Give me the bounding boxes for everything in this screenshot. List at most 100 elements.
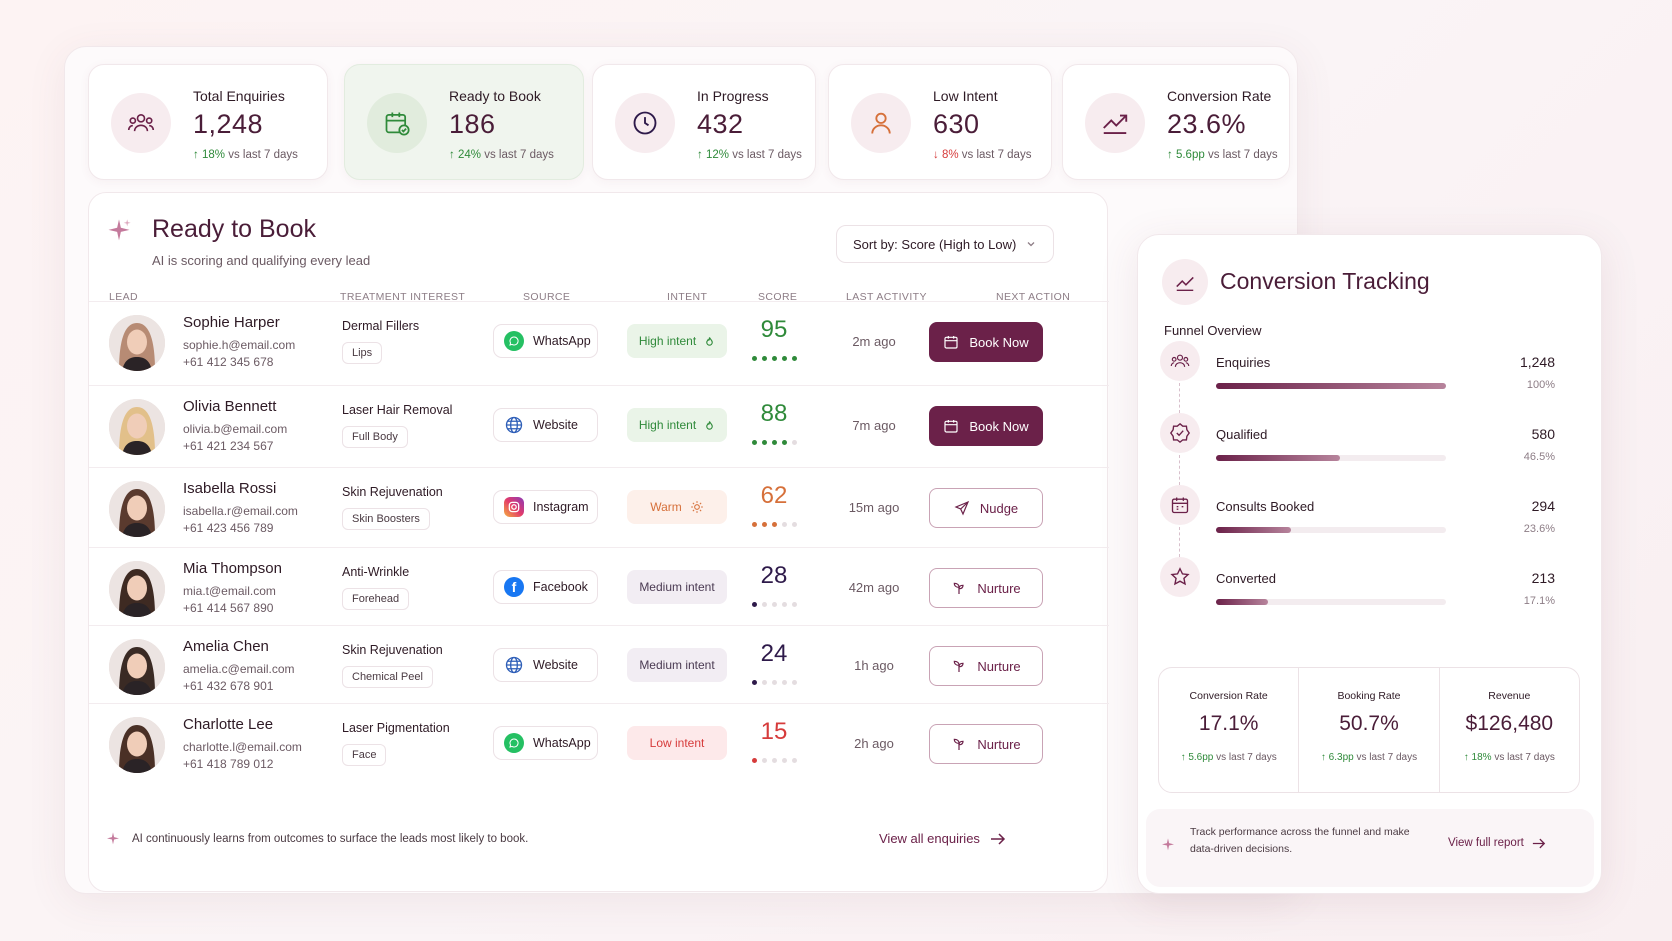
view-full-report-label: View full report — [1448, 837, 1524, 849]
score-dot — [761, 356, 767, 361]
source-badge: f Facebook — [493, 570, 598, 604]
delta-value: 6.3pp — [1328, 752, 1354, 763]
intent-badge: Medium intent — [627, 648, 727, 682]
view-full-report-link[interactable]: View full report — [1448, 837, 1546, 849]
treatment-tag: Face — [342, 744, 387, 766]
nurture-button[interactable]: Nurture — [929, 568, 1043, 608]
lead-name: Charlotte Lee — [183, 716, 274, 733]
funnel-connector — [1179, 383, 1180, 413]
score-dot — [771, 440, 777, 445]
stat-value: 23.6% — [1167, 109, 1247, 139]
score-dots — [729, 356, 819, 361]
score-dot — [781, 680, 787, 685]
col-header-intent: INTENT — [667, 291, 708, 303]
nurture-button[interactable]: Nurture — [929, 646, 1043, 686]
treatment-tag: Lips — [342, 342, 383, 364]
col-header-next-action: NEXT ACTION — [996, 291, 1071, 303]
lead-score: 28 — [760, 562, 788, 589]
lead-row[interactable]: Mia Thompson mia.t@email.com +61 414 567… — [89, 547, 1109, 627]
stage-percent: 46.5% — [1523, 451, 1555, 463]
score-dots — [729, 440, 819, 445]
stat-title: Conversion Rate — [1167, 88, 1272, 104]
metric-booking-rate: Booking Rate 50.7% ↑ 6.3pp vs last 7 day… — [1299, 668, 1440, 792]
avatar — [109, 561, 165, 617]
lead-row[interactable]: Isabella Rossi isabella.r@email.com +61 … — [89, 467, 1109, 547]
lead-email: amelia.c@email.com — [183, 662, 295, 676]
stat-card-low-intent[interactable]: Low Intent 630 ↓ 8% vs last 7 days — [828, 64, 1052, 180]
stat-card-total-enquiries[interactable]: Total Enquiries 1,248 ↑ 18% vs last 7 da… — [88, 64, 328, 180]
panel-title: Ready to Book — [152, 215, 316, 243]
lead-score: 88 — [760, 400, 788, 427]
stat-card-conversion-rate[interactable]: Conversion Rate 23.6% ↑ 5.6pp vs last 7 … — [1062, 64, 1290, 180]
lead-row[interactable]: Amelia Chen amelia.c@email.com +61 432 6… — [89, 625, 1109, 705]
action-label: Nurture — [977, 658, 1021, 674]
last-activity: 42m ago — [848, 580, 900, 595]
source-badge: WhatsApp — [493, 726, 598, 760]
nudge-button[interactable]: Nudge — [929, 488, 1043, 528]
lead-row[interactable]: Olivia Bennett olivia.b@email.com +61 42… — [89, 385, 1109, 465]
lead-row[interactable]: Sophie Harper sophie.h@email.com +61 412… — [89, 301, 1109, 381]
lead-email: mia.t@email.com — [183, 584, 276, 598]
star-icon — [1160, 557, 1200, 597]
book-now-button[interactable]: Book Now — [929, 322, 1043, 362]
score-dot — [771, 522, 777, 527]
action-label: Nurture — [977, 580, 1021, 596]
stage-progress-track — [1216, 599, 1446, 605]
source-badge: WhatsApp — [493, 324, 598, 358]
intent-badge: Medium intent — [627, 570, 727, 604]
lead-phone: +61 412 345 678 — [183, 355, 274, 369]
lead-phone: +61 418 789 012 — [183, 757, 274, 771]
stage-percent: 17.1% — [1523, 595, 1555, 607]
arrow-up-icon: ↑ — [1463, 752, 1472, 763]
source-badge: Website — [493, 408, 598, 442]
metric-label: Revenue — [1488, 690, 1531, 702]
avatar — [109, 717, 165, 773]
stat-title: Low Intent — [933, 88, 998, 104]
intent-badge: High intent — [627, 408, 727, 442]
lead-score: 15 — [760, 718, 788, 745]
score-dot — [791, 522, 797, 527]
stage-progress-fill — [1216, 455, 1340, 461]
stat-card-in-progress[interactable]: In Progress 432 ↑ 12% vs last 7 days — [592, 64, 816, 180]
sparkle-icon — [107, 832, 119, 845]
chevron-down-icon — [1027, 242, 1035, 247]
score-dot — [781, 356, 787, 361]
arrow-down-icon: ↓ — [933, 149, 942, 161]
book-now-button[interactable]: Book Now — [929, 406, 1043, 446]
metric-label: Conversion Rate — [1189, 690, 1268, 702]
source-label: WhatsApp — [533, 736, 591, 750]
metric-value: $126,480 — [1465, 712, 1554, 735]
metrics-summary: Conversion Rate 17.1% ↑ 5.6pp vs last 7 … — [1158, 667, 1580, 793]
avatar — [109, 399, 165, 455]
calendar-icon — [1160, 485, 1200, 525]
stat-value: 432 — [697, 109, 744, 139]
view-all-enquiries-link[interactable]: View all enquiries — [879, 831, 1006, 846]
lead-email: olivia.b@email.com — [183, 422, 288, 436]
user-icon — [851, 93, 911, 153]
lead-name: Olivia Bennett — [183, 398, 277, 415]
metric-conversion-rate: Conversion Rate 17.1% ↑ 5.6pp vs last 7 … — [1159, 668, 1300, 792]
intent-label: Low intent — [649, 736, 705, 750]
metric-delta: ↑ 6.3pp vs last 7 days — [1299, 752, 1438, 763]
stat-card-ready-to-book[interactable]: Ready to Book 186 ↑ 24% vs last 7 days — [344, 64, 584, 180]
action-label: Nurture — [977, 736, 1021, 752]
sort-label: Sort by: Score (High to Low) — [853, 236, 1017, 252]
score-dot — [751, 758, 757, 763]
stage-progress-track — [1216, 455, 1446, 461]
conversion-footer-note: Track performance across the funnel and … — [1190, 826, 1410, 855]
score-dot — [761, 602, 767, 607]
score-dot — [751, 356, 757, 361]
calendar-icon — [944, 336, 958, 349]
lead-row[interactable]: Charlotte Lee charlotte.l@email.com +61 … — [89, 703, 1109, 783]
nurture-button[interactable]: Nurture — [929, 724, 1043, 764]
delta-value: 8% — [941, 149, 959, 161]
score-dot — [791, 440, 797, 445]
arrow-up-icon: ↑ — [697, 149, 706, 161]
source-badge: Website — [493, 648, 598, 682]
stage-percent: 100% — [1526, 379, 1555, 391]
lead-score: 95 — [760, 316, 788, 343]
stat-title: Ready to Book — [449, 88, 541, 104]
avatar — [109, 639, 165, 695]
sort-dropdown[interactable]: Sort by: Score (High to Low) — [836, 225, 1054, 263]
score-dot — [771, 602, 777, 607]
